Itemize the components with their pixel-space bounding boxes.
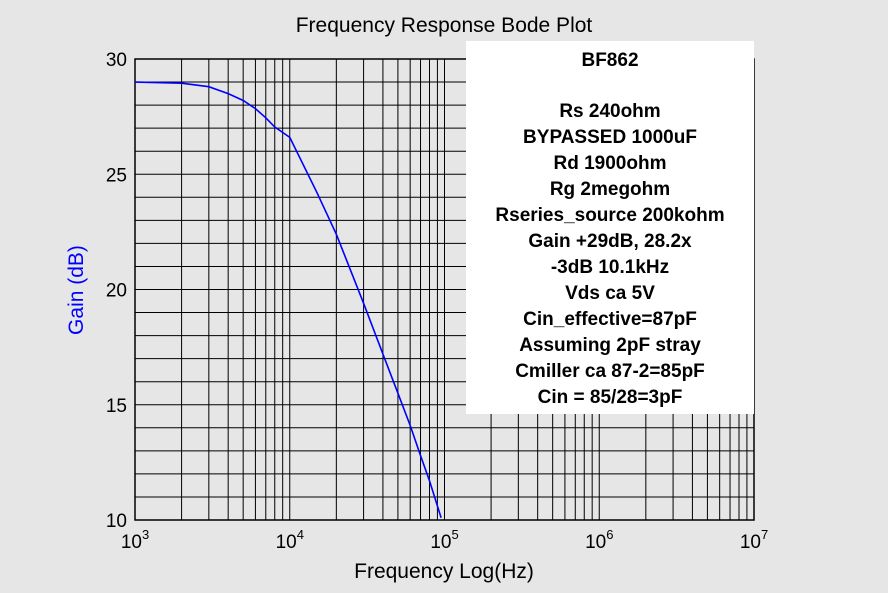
gain-curve <box>134 81 442 518</box>
curve-layer <box>134 81 442 518</box>
y-tick-label: 15 <box>106 396 127 417</box>
annotation-box: BF862 Rs 240ohm BYPASSED 1000uF Rd 1900o… <box>466 41 754 414</box>
annotation-line: -3dB 10.1kHz <box>550 257 670 278</box>
x-axis-label: Frequency Log(Hz) <box>354 560 534 583</box>
annotation-line: Cin = 85/28=3pF <box>537 387 683 408</box>
y-tick-label: 30 <box>106 50 127 71</box>
x-tick-exponent: 7 <box>761 527 768 542</box>
y-tick-label: 25 <box>106 165 127 186</box>
x-tick-exponent: 3 <box>142 527 149 542</box>
y-tick-label: 10 <box>106 511 127 532</box>
annotation-title: BF862 <box>581 50 639 71</box>
annotation-line: Rs 240ohm <box>559 101 661 122</box>
x-tick-label: 106 <box>585 527 613 553</box>
x-tick-label: 105 <box>430 527 458 553</box>
annotation-line: Cin_effective=87pF <box>523 309 697 330</box>
x-tick-exponent: 6 <box>606 527 613 542</box>
annotation-line: Rg 2megohm <box>549 179 671 200</box>
annotation-line: Cmiller ca 87-2=85pF <box>515 361 705 382</box>
plot-frame <box>134 58 755 521</box>
annotation-line: Vds ca 5V <box>565 283 655 304</box>
annotation-line: Gain +29dB, 28.2x <box>528 231 692 252</box>
x-tick-label: 107 <box>740 527 768 553</box>
chart-title: Frequency Response Bode Plot <box>296 14 593 37</box>
annotation-line: BYPASSED 1000uF <box>523 127 697 148</box>
annotation-line: Assuming 2pF stray <box>519 335 701 356</box>
x-tick-exponent: 5 <box>451 527 458 542</box>
y-axis-label: Gain (dB) <box>65 245 88 335</box>
x-tick-exponent: 4 <box>297 527 304 542</box>
x-tick-label: 104 <box>276 527 304 553</box>
annotation-line: Rd 1900ohm <box>553 153 667 174</box>
annotation-line: Rseries_source 200kohm <box>495 205 725 226</box>
y-tick-label: 20 <box>106 281 127 302</box>
